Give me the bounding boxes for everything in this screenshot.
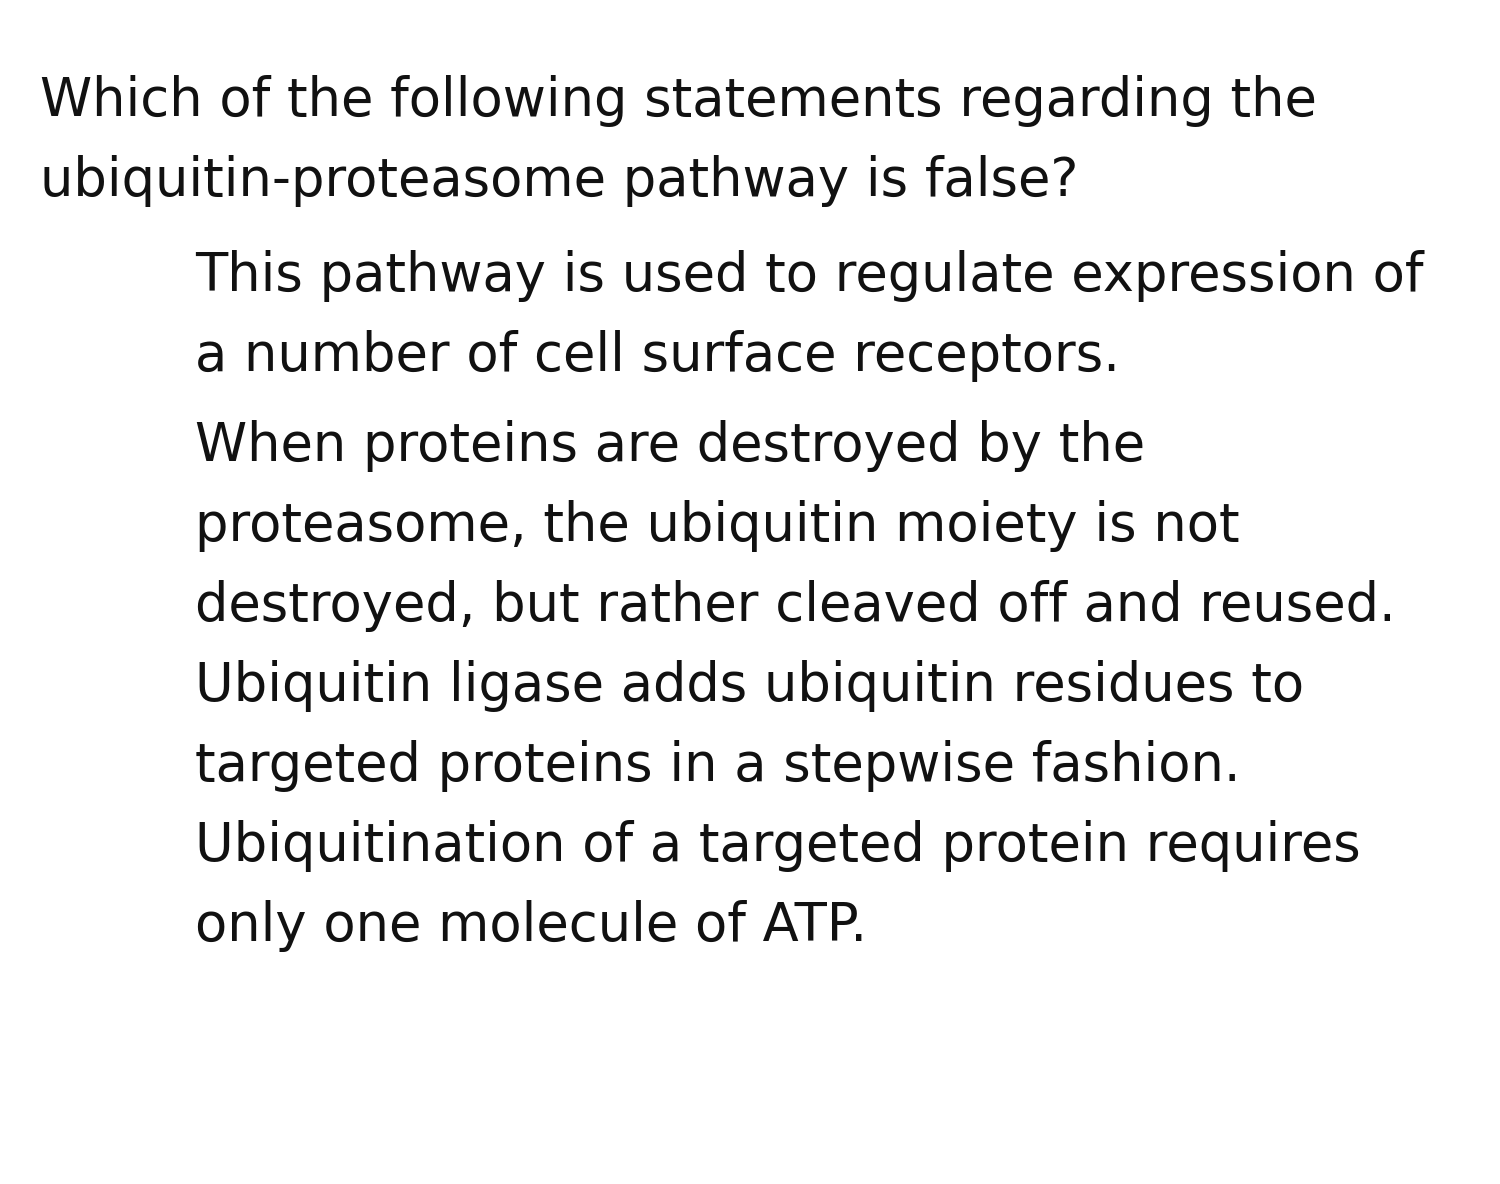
Text: targeted proteins in a stepwise fashion.: targeted proteins in a stepwise fashion. — [195, 740, 1240, 792]
Text: only one molecule of ATP.: only one molecule of ATP. — [195, 900, 867, 952]
Text: a number of cell surface receptors.: a number of cell surface receptors. — [195, 330, 1120, 382]
Text: Which of the following statements regarding the: Which of the following statements regard… — [40, 75, 1317, 127]
Text: Ubiquitin ligase adds ubiquitin residues to: Ubiquitin ligase adds ubiquitin residues… — [195, 659, 1304, 712]
Text: proteasome, the ubiquitin moiety is not: proteasome, the ubiquitin moiety is not — [195, 500, 1239, 552]
Text: Ubiquitination of a targeted protein requires: Ubiquitination of a targeted protein req… — [195, 821, 1360, 871]
Text: This pathway is used to regulate expression of: This pathway is used to regulate express… — [195, 250, 1424, 302]
Text: destroyed, but rather cleaved off and reused.: destroyed, but rather cleaved off and re… — [195, 580, 1395, 632]
Text: ubiquitin-proteasome pathway is false?: ubiquitin-proteasome pathway is false? — [40, 155, 1078, 207]
Text: When proteins are destroyed by the: When proteins are destroyed by the — [195, 420, 1144, 472]
